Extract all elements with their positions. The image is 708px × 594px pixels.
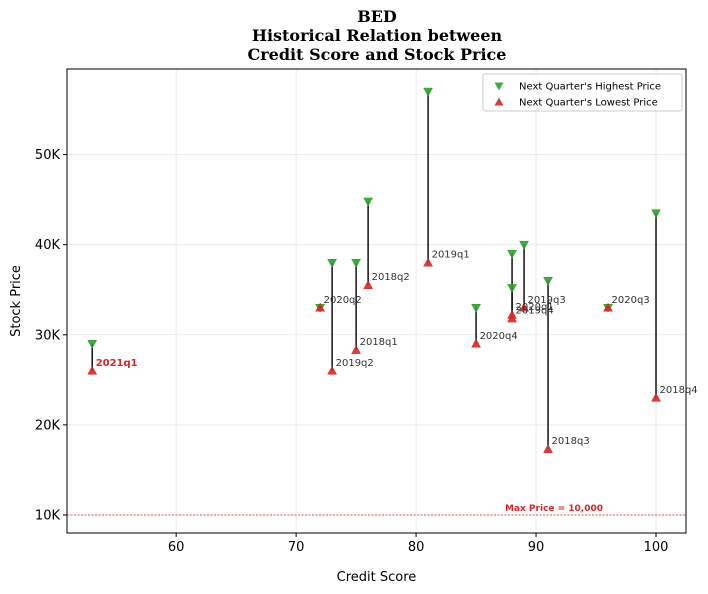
chart-title-line: BED <box>357 7 397 26</box>
low-price-marker <box>315 302 326 312</box>
point-label: 2018q1 <box>360 337 398 348</box>
point-label: 2019q1 <box>432 250 470 261</box>
point-label: 2018q4 <box>660 385 698 396</box>
max-price-line: Max Price = 10,000 <box>67 504 686 516</box>
price-range-lines <box>91 91 657 450</box>
low-price-marker <box>651 392 661 402</box>
high-price-marker <box>519 240 529 250</box>
high-price-marker <box>423 87 434 97</box>
point-label: 2020q4 <box>480 331 518 342</box>
high-price-marker <box>363 197 374 207</box>
high-price-marker <box>327 258 338 268</box>
y-tick-label: 50K <box>35 148 61 163</box>
low-price-marker <box>543 444 553 453</box>
max-price-label: Max Price = 10,000 <box>505 504 603 514</box>
low-price-marker <box>363 280 374 289</box>
point-label: 2018q3 <box>552 436 590 447</box>
x-axis-ticks: 60 70 80 90 100 <box>168 533 669 555</box>
price-markers <box>87 87 661 453</box>
y-tick-label: 20K <box>35 418 61 433</box>
low-price-marker <box>519 302 529 312</box>
point-label: 2020q3 <box>612 295 650 306</box>
chart-title-line: Credit Score and Stock Price <box>248 45 507 64</box>
high-price-marker <box>351 258 362 268</box>
high-price-marker <box>651 209 661 219</box>
legend-marker <box>494 97 504 106</box>
high-price-marker <box>471 304 481 313</box>
x-tick-label: 90 <box>528 540 545 555</box>
point-label: 2020q1 <box>516 302 554 313</box>
high-price-marker <box>543 276 553 286</box>
point-label: 2019q2 <box>336 358 374 369</box>
legend-label: Next Quarter's Lowest Price <box>519 98 658 109</box>
chart-title-line: Historical Relation between <box>252 26 503 45</box>
y-axis-label: Stock Price <box>9 265 24 337</box>
point-label: 2020q2 <box>324 295 362 306</box>
x-tick-label: 60 <box>168 540 185 555</box>
low-price-marker <box>423 257 434 267</box>
y-tick-label: 10K <box>35 508 61 523</box>
x-axis-label: Credit Score <box>337 570 417 585</box>
y-tick-label: 40K <box>35 238 61 253</box>
legend-label: Next Quarter's Highest Price <box>519 82 661 93</box>
grid <box>67 69 686 533</box>
high-price-marker <box>507 284 517 293</box>
y-tick-label: 30K <box>35 328 61 343</box>
point-labels: 2021q1 2020q2 2019q2 2018q1 2018q2 2019q1 2020… <box>96 250 698 448</box>
legend-box <box>482 73 683 112</box>
low-price-marker <box>507 313 517 323</box>
low-price-marker <box>351 345 362 354</box>
low-price-marker <box>471 338 481 348</box>
low-price-marker <box>327 365 338 375</box>
point-label: 2019q3 <box>528 295 566 306</box>
y-axis-ticks: 10K 20K 30K 40K 50K <box>35 148 67 523</box>
legend: Next Quarter's Highest Price Next Quarter… <box>482 73 683 112</box>
plot-frame <box>66 68 687 534</box>
x-tick-label: 80 <box>408 540 425 555</box>
high-price-marker <box>507 249 517 259</box>
x-tick-label: 70 <box>288 540 305 555</box>
point-label: 2019q4 <box>516 306 554 317</box>
legend-marker <box>494 82 504 91</box>
low-price-marker <box>87 365 98 375</box>
point-label: 2018q2 <box>372 272 410 283</box>
point-label: 2021q1 <box>96 358 138 369</box>
low-price-marker <box>603 302 613 312</box>
high-price-marker <box>87 340 98 349</box>
x-tick-label: 100 <box>644 540 669 555</box>
